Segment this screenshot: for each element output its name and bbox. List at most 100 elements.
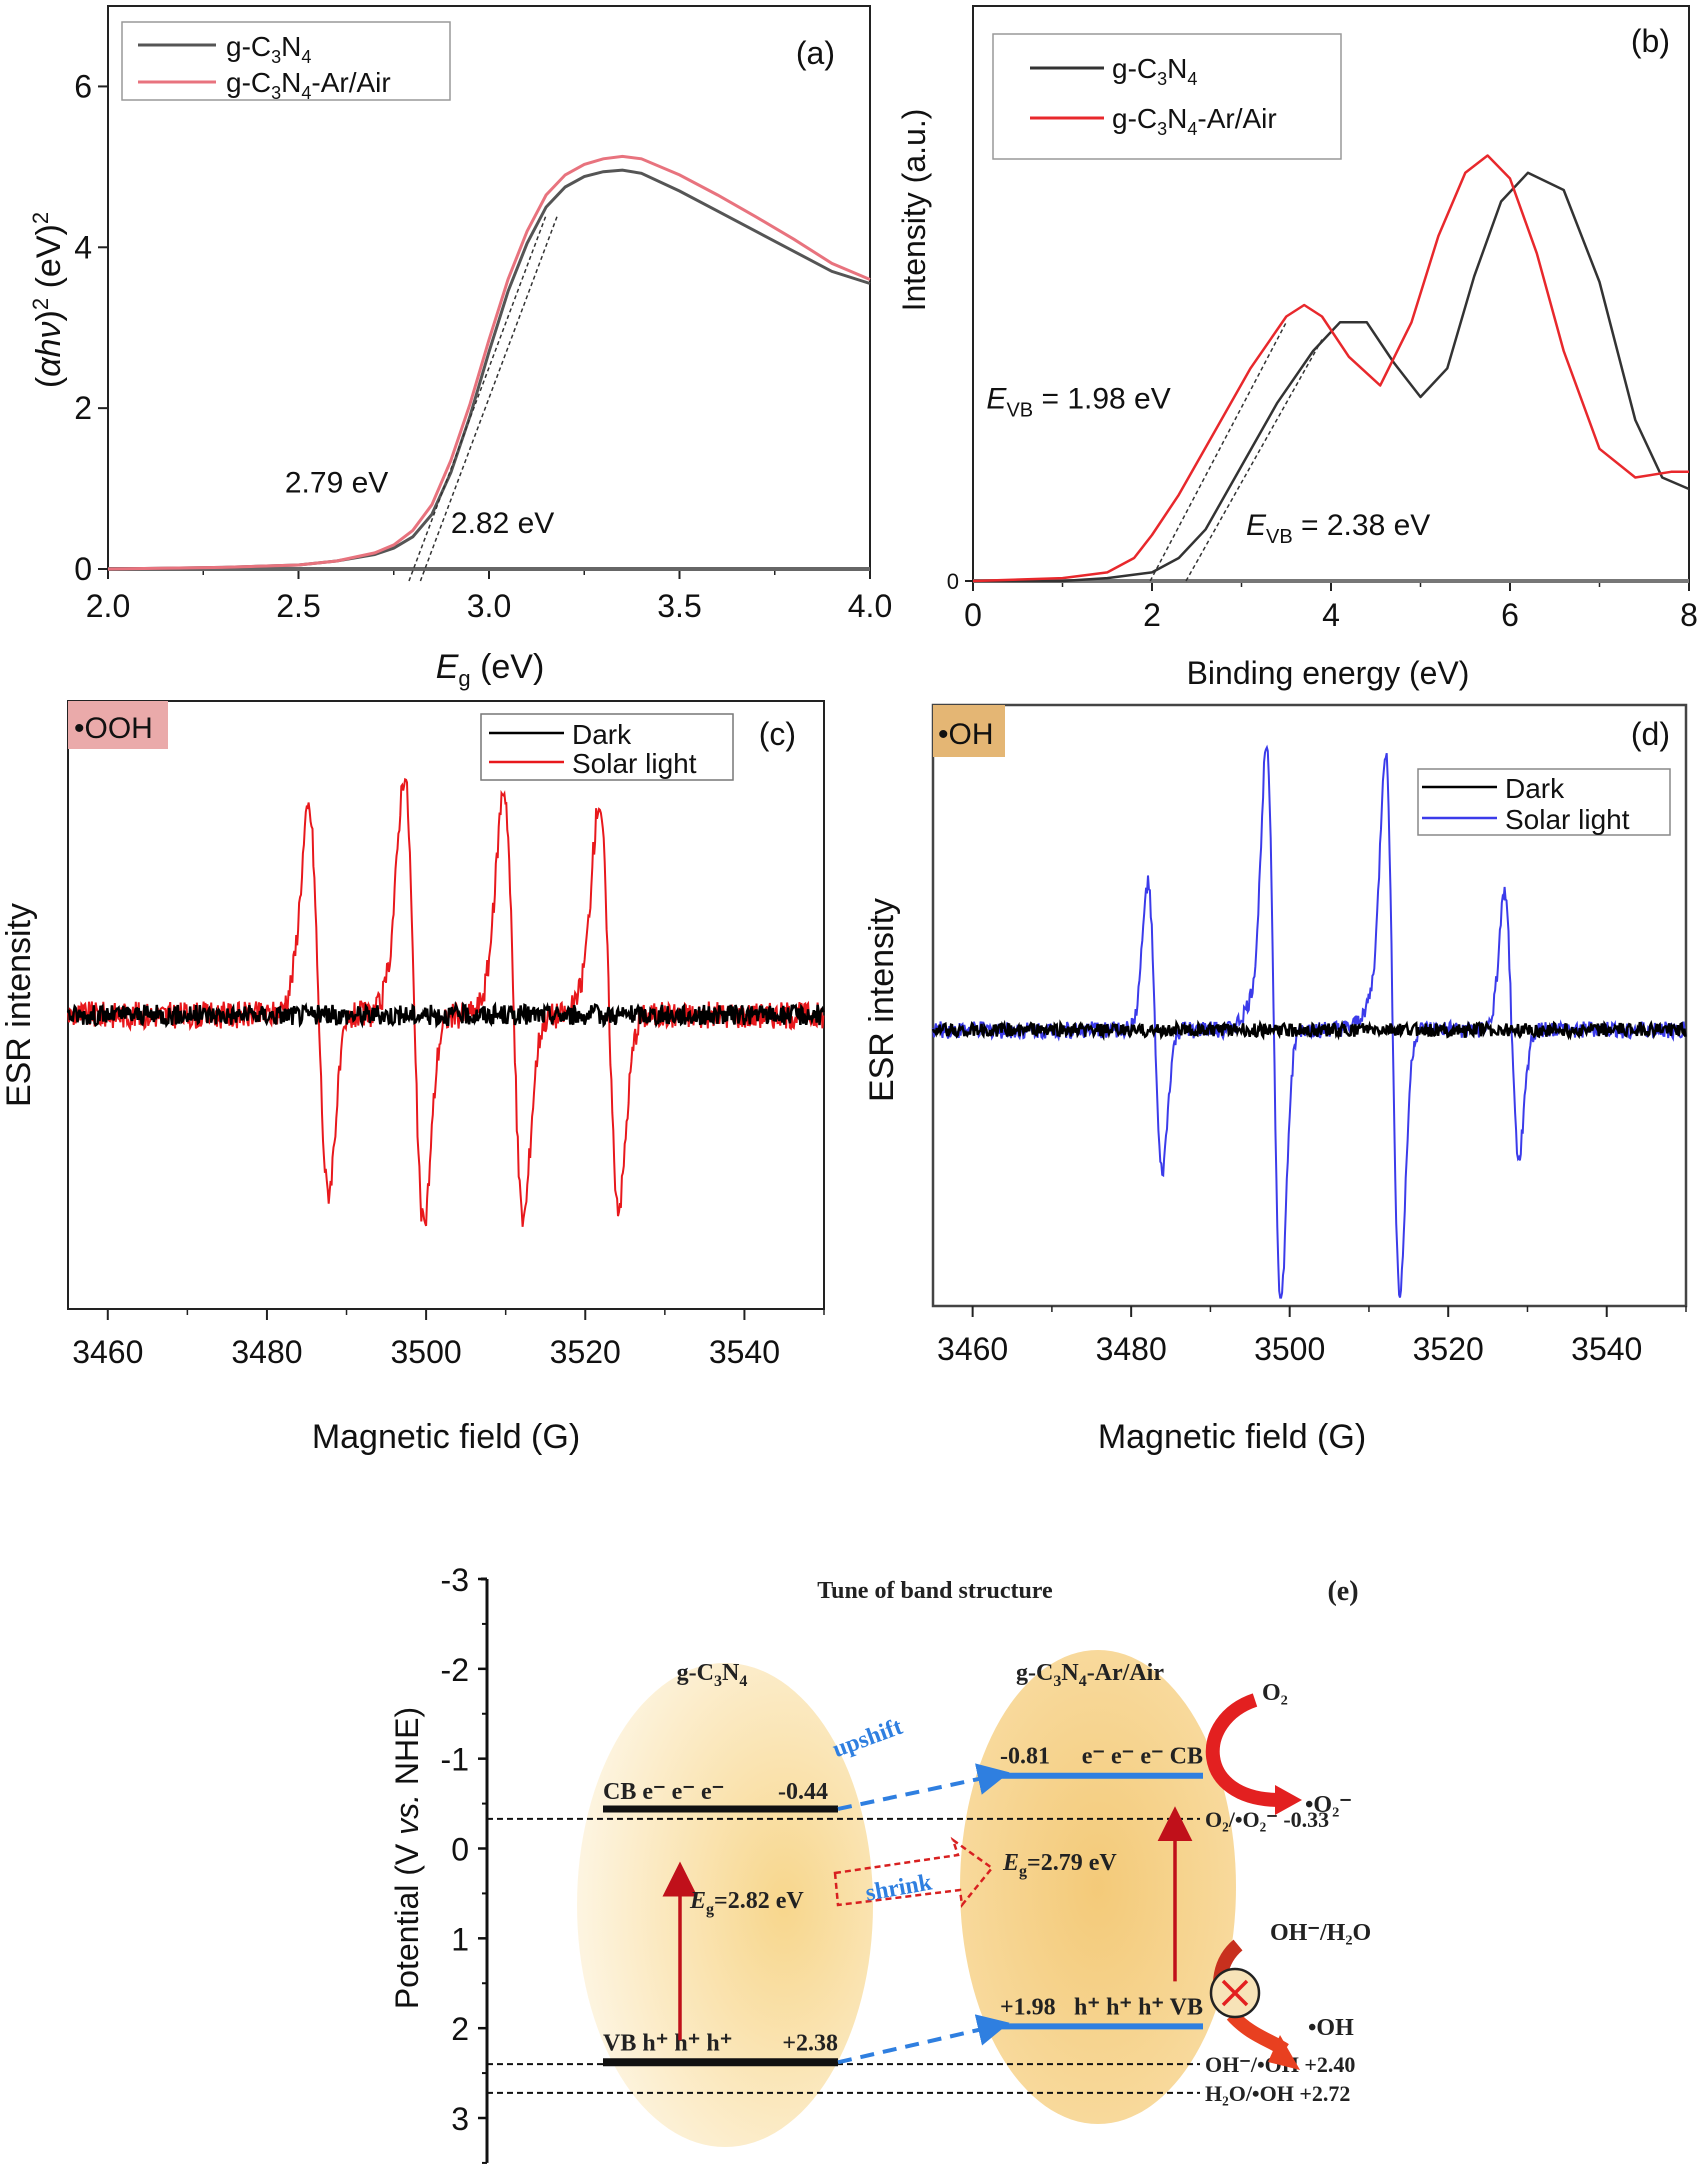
panel-label: (c) [759, 716, 796, 752]
y-tick-label: 4 [74, 229, 92, 265]
diagram-title: Tune of band structure [817, 1578, 1053, 1604]
panel-b-vb-xps-chart: 0 2 4 6 8 0 Intensity (a.u.) Binding energy (… [896, 5, 1698, 691]
x-tick-label: 3500 [391, 1334, 462, 1370]
x-tick-label: 2.0 [86, 588, 130, 624]
ellipse-g-c3n4-ar-air [960, 1650, 1236, 2124]
x-tick-label: 3520 [550, 1334, 621, 1370]
y-tick-label: 0 [947, 569, 959, 594]
x-tick-label: 3520 [1413, 1331, 1484, 1367]
blocked-x-icon [1221, 1979, 1249, 2007]
y-tick-label: 0 [74, 551, 92, 587]
x-axis-label: Eg (eV) [436, 648, 545, 691]
panel-d-esr-oh-chart: •OH 3460 3480 3500 3520 3540 ESR intensity M… [863, 703, 1688, 1456]
y-tick-label: 2 [451, 2011, 469, 2047]
y-axis-label: Intensity (a.u.) [896, 109, 932, 312]
x-tick-label: 4.0 [848, 588, 892, 624]
series-line-g-c3n4-ar-air [972, 154, 1689, 583]
annotation-evb-1-98: EVB = 1.98 eV [986, 383, 1170, 422]
x-axis-label: Binding energy (eV) [1187, 655, 1470, 691]
shrink-label: shrink [864, 1869, 935, 1906]
cb-label-g-c3n4: CB e⁻ e⁻ e⁻ [603, 1779, 724, 1805]
legend-label-g-c3n4: g-C3N4 [226, 31, 311, 67]
material-label-g-c3n4-ar-air: g-C3N4-Ar/Air [1016, 1660, 1164, 1690]
annotation-2-79-ev: 2.79 eV [285, 467, 388, 500]
vb-value-g-c3n4-ar-air: +1.98 [1000, 1994, 1056, 2020]
radical-tag: •OOH [74, 712, 153, 745]
eg-label-g-c3n4-ar-air: Eg=2.79 eV [1002, 1850, 1117, 1880]
panel-label: (e) [1327, 1576, 1358, 1607]
series-line-g-c3n4 [973, 171, 1690, 583]
vb-value-g-c3n4: +2.38 [782, 2030, 838, 2056]
y-tick-label: 0 [451, 1832, 469, 1868]
x-axis-label: Magnetic field (G) [1098, 1418, 1366, 1456]
cb-upshift-arrow [837, 1763, 1010, 1811]
y-tick-label: 2 [74, 390, 92, 426]
panel-label: (b) [1631, 23, 1670, 59]
legend: Dark Solar light [1417, 768, 1671, 836]
panel-c-esr-ooh-chart: •OOH 3460 3480 3500 3520 3540 ESR intensity … [0, 700, 825, 1456]
annotation-evb-2-38: EVB = 2.38 eV [1246, 509, 1430, 548]
o2-reduction-arrowhead [1275, 1785, 1302, 1815]
material-label-g-c3n4: g-C3N4 [677, 1660, 748, 1690]
x-tick-label: 3500 [1254, 1331, 1325, 1367]
series-line-g-c3n4-ar-air [107, 154, 871, 571]
x-tick-label: 3540 [1571, 1331, 1642, 1367]
o2-reduction-arrow [1205, 1693, 1281, 1807]
y-axis-label: (αhν)2 (eV)2 [28, 212, 68, 388]
radical-tag: •OH [938, 718, 994, 751]
x-tick-label: 3460 [72, 1334, 143, 1370]
cb-value-g-c3n4: -0.44 [778, 1779, 828, 1805]
legend-label-g-c3n4: g-C3N4 [1112, 53, 1197, 89]
legend: g-C3N4 g-C3N4-Ar/Air [121, 21, 451, 103]
x-tick-label: 8 [1680, 597, 1698, 633]
legend-label-solar-light: Solar light [1505, 804, 1630, 835]
radical-tag-background [933, 705, 1005, 757]
y-axis-label: ESR intensity [0, 903, 38, 1107]
x-tick-label: 3.0 [467, 588, 511, 624]
y-axis-label: ESR intensity [863, 898, 901, 1102]
series-line-solar-light [67, 777, 825, 1227]
series-line-g-c3n4 [107, 168, 871, 571]
plot-frame [67, 700, 825, 1310]
series-line-dark [66, 1000, 825, 1029]
reference-level-label: O₂/•O₂⁻ -0.33 [1205, 1807, 1329, 1832]
legend-label-g-c3n4-ar-air: g-C3N4-Ar/Air [1112, 103, 1277, 139]
y-tick-label: 3 [451, 2101, 469, 2137]
reference-level-label: H₂O/•OH +2.72 [1205, 2081, 1350, 2106]
oh-h2o-label: OH⁻/H₂O [1270, 1920, 1371, 1946]
oh-oxidation-arrowhead [1268, 2035, 1300, 2070]
vb-label-g-c3n4-ar-air: h⁺ h⁺ h⁺ VB [1074, 1994, 1203, 2020]
panel-label: (a) [796, 35, 835, 71]
superoxide-label: •O₂⁻ [1305, 1792, 1352, 1818]
x-tick-label: 2 [1143, 597, 1161, 633]
y-tick-label: -2 [441, 1652, 469, 1688]
tangent-line [408, 214, 547, 582]
x-tick-label: 3540 [709, 1334, 780, 1370]
y-tick-label: -3 [441, 1562, 469, 1598]
x-tick-label: 0 [964, 597, 982, 633]
x-tick-label: 4 [1322, 597, 1340, 633]
eg-label-g-c3n4: Eg=2.82 eV [689, 1888, 804, 1918]
y-tick-label: 1 [451, 1921, 469, 1957]
tangent-line [1185, 339, 1323, 582]
legend-label-dark: Dark [572, 719, 632, 750]
x-tick-label: 3.5 [657, 588, 701, 624]
vb-upshift-arrow [837, 2014, 1010, 2065]
y-tick-label: 6 [74, 68, 92, 104]
legend: Dark Solar light [480, 713, 734, 781]
o2-label: O₂ [1262, 1680, 1288, 1706]
x-tick-label: 3480 [1096, 1331, 1167, 1367]
y-axis-label: Potential (V vs. NHE) [389, 1707, 425, 2009]
x-tick-label: 6 [1501, 597, 1519, 633]
cb-value-g-c3n4-ar-air: -0.81 [1000, 1744, 1050, 1770]
annotation-2-82-ev: 2.82 eV [451, 507, 554, 540]
plot-frame [931, 703, 1688, 1308]
legend: g-C3N4 g-C3N4-Ar/Air [992, 33, 1342, 160]
y-tick-label: -1 [441, 1742, 469, 1778]
legend-label-dark: Dark [1505, 773, 1565, 804]
radical-tag-background [68, 701, 168, 749]
shrink-arrow [833, 1836, 994, 1909]
x-tick-label: 3460 [937, 1331, 1008, 1367]
